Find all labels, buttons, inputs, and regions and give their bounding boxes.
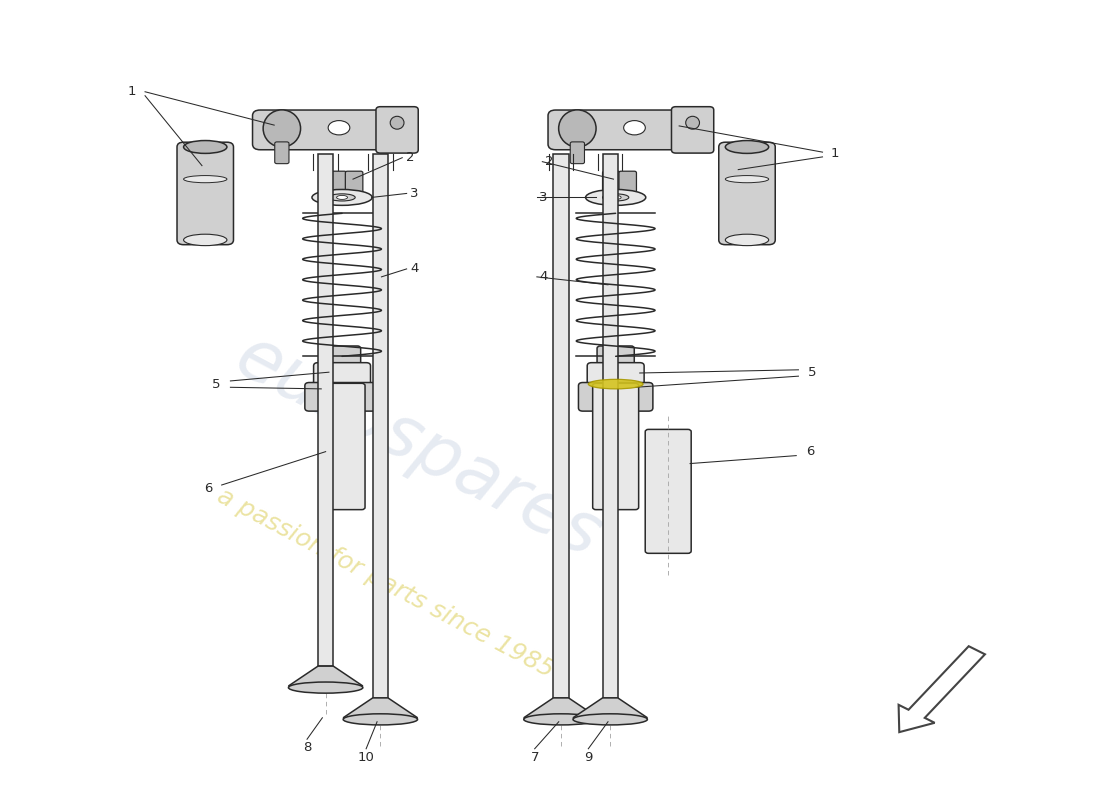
- Text: 10: 10: [358, 751, 375, 764]
- Ellipse shape: [184, 234, 227, 246]
- FancyBboxPatch shape: [323, 346, 361, 371]
- FancyBboxPatch shape: [593, 383, 639, 510]
- Ellipse shape: [263, 110, 300, 147]
- FancyBboxPatch shape: [177, 142, 233, 245]
- Ellipse shape: [524, 714, 598, 725]
- Ellipse shape: [603, 194, 629, 201]
- Text: 1: 1: [128, 86, 136, 98]
- Polygon shape: [288, 666, 363, 686]
- Ellipse shape: [573, 714, 648, 725]
- Text: 8: 8: [302, 742, 311, 754]
- Text: 3: 3: [539, 191, 548, 204]
- Ellipse shape: [328, 121, 350, 135]
- Polygon shape: [553, 154, 569, 698]
- FancyBboxPatch shape: [376, 106, 418, 153]
- Polygon shape: [318, 154, 333, 666]
- Ellipse shape: [725, 141, 769, 154]
- Text: 6: 6: [806, 445, 815, 458]
- Ellipse shape: [337, 195, 348, 199]
- Text: a passion for parts since 1985: a passion for parts since 1985: [213, 483, 558, 682]
- Ellipse shape: [610, 195, 621, 199]
- FancyBboxPatch shape: [570, 142, 584, 164]
- Ellipse shape: [624, 121, 646, 135]
- Ellipse shape: [343, 714, 418, 725]
- Polygon shape: [603, 154, 618, 698]
- Text: 9: 9: [584, 751, 593, 764]
- FancyBboxPatch shape: [275, 142, 289, 164]
- FancyBboxPatch shape: [587, 362, 645, 393]
- Text: 4: 4: [410, 262, 418, 275]
- Text: eurospares: eurospares: [224, 322, 613, 573]
- Text: 3: 3: [410, 187, 418, 200]
- Ellipse shape: [329, 194, 355, 201]
- Text: 2: 2: [544, 155, 553, 168]
- FancyBboxPatch shape: [619, 171, 637, 194]
- FancyBboxPatch shape: [314, 362, 371, 393]
- Text: 6: 6: [205, 482, 212, 495]
- Text: 5: 5: [212, 378, 220, 390]
- FancyBboxPatch shape: [548, 110, 705, 150]
- Ellipse shape: [559, 110, 596, 147]
- Polygon shape: [373, 154, 388, 698]
- Text: 2: 2: [406, 151, 414, 164]
- Ellipse shape: [725, 234, 769, 246]
- FancyBboxPatch shape: [671, 106, 714, 153]
- Ellipse shape: [585, 190, 646, 206]
- FancyBboxPatch shape: [305, 382, 380, 411]
- Ellipse shape: [588, 379, 643, 389]
- Ellipse shape: [725, 175, 769, 182]
- Ellipse shape: [390, 116, 404, 129]
- FancyArrow shape: [899, 646, 984, 732]
- Polygon shape: [343, 698, 418, 718]
- FancyBboxPatch shape: [253, 110, 409, 150]
- Ellipse shape: [184, 175, 227, 182]
- Polygon shape: [524, 698, 598, 718]
- FancyBboxPatch shape: [579, 382, 653, 411]
- Ellipse shape: [184, 141, 227, 154]
- FancyBboxPatch shape: [329, 171, 346, 194]
- FancyBboxPatch shape: [646, 430, 691, 554]
- FancyBboxPatch shape: [319, 383, 365, 510]
- Polygon shape: [573, 698, 648, 718]
- Ellipse shape: [288, 682, 363, 693]
- FancyBboxPatch shape: [718, 142, 776, 245]
- Ellipse shape: [312, 190, 372, 206]
- Text: 1: 1: [830, 147, 839, 160]
- FancyBboxPatch shape: [345, 171, 363, 194]
- FancyBboxPatch shape: [603, 171, 620, 194]
- Text: 7: 7: [530, 751, 539, 764]
- Text: 4: 4: [539, 270, 548, 283]
- FancyBboxPatch shape: [597, 346, 635, 371]
- Ellipse shape: [685, 116, 700, 129]
- Text: 5: 5: [808, 366, 817, 378]
